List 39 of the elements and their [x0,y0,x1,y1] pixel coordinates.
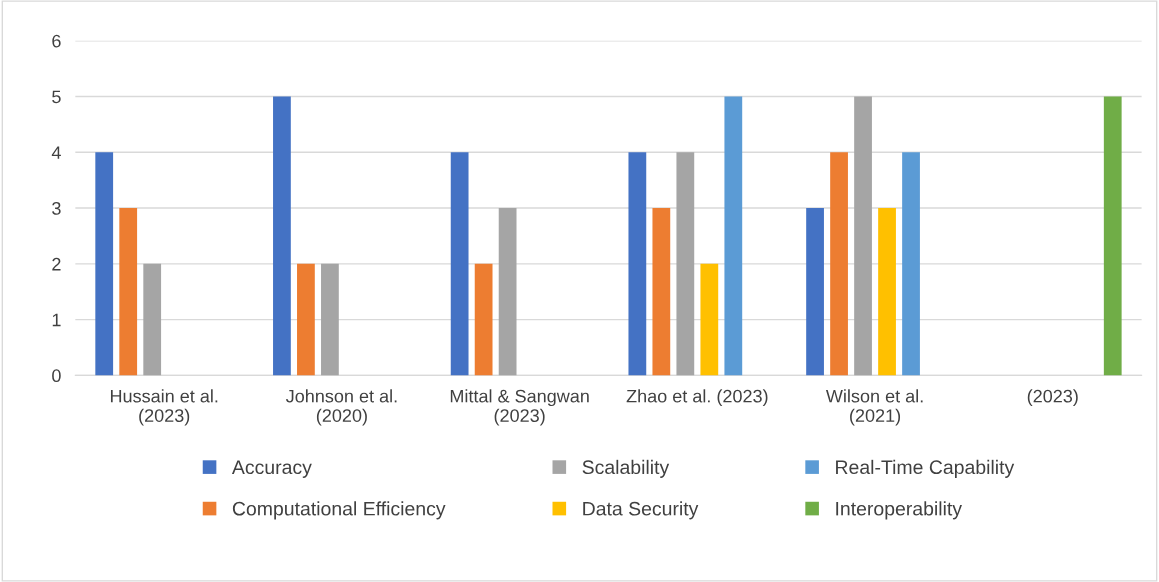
bar [628,152,647,376]
bar [724,96,743,376]
y-tick-label: 3 [52,202,61,215]
legend-label: Accuracy [231,460,312,478]
legend-label: Scalability [582,459,670,478]
bar [273,96,291,376]
y-tick-label: 4 [51,146,61,159]
legend-label: Real-Time Capability [836,459,1015,478]
bar [95,152,114,376]
bar [1103,96,1122,376]
bar [143,263,162,376]
y-tick-label: 0 [52,369,61,383]
y-tick-label: 6 [52,34,61,48]
bar [297,263,315,376]
x-tick-label: (2023) [1027,389,1078,407]
bar [854,96,872,376]
y-tick-label: 5 [52,90,61,104]
legend-label: Data Security [583,501,699,520]
x-tick-label: Johnson et al. (2020) [285,389,397,426]
bar [676,152,695,376]
legend-label: Interoperability [836,501,962,520]
bar [474,263,493,376]
y-tick-label: 1 [52,313,61,327]
legend-label: Computational Efficiency [232,501,446,520]
x-tick-label: Hussain et al. (2023) [110,389,218,426]
bar [878,208,896,376]
x-tick-label: Wilson et al. (2021) [825,389,923,426]
bar [830,152,848,376]
bar [902,152,920,376]
bar [450,152,469,376]
bar [321,263,339,376]
bar [652,208,671,376]
y-tick-label: 2 [52,257,61,271]
bar [498,208,517,376]
bar [119,208,138,376]
bar [806,208,824,376]
x-tick-label: Mittal & Sangwan (2023) [450,389,589,426]
bar [700,263,719,376]
x-tick-label: Zhao et al. (2023) [626,389,768,407]
